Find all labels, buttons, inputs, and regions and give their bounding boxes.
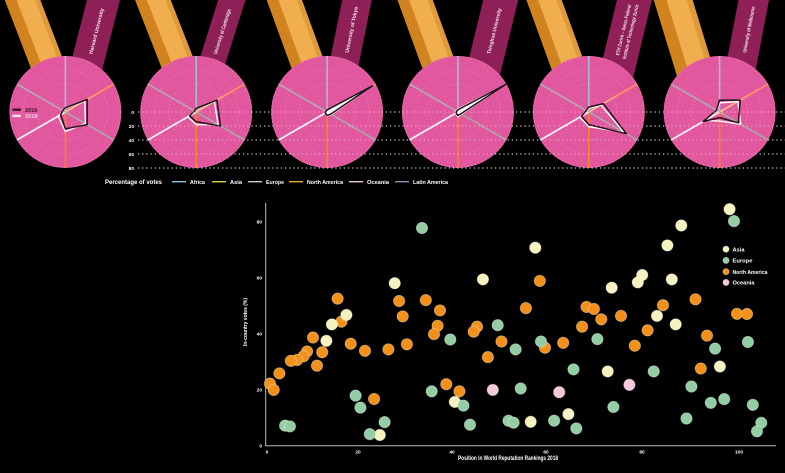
svg-text:North America: North America xyxy=(307,180,344,186)
svg-text:Africa: Africa xyxy=(190,180,206,186)
svg-text:40: 40 xyxy=(257,332,263,338)
svg-text:80: 80 xyxy=(129,166,135,172)
svg-text:20: 20 xyxy=(355,449,361,455)
svg-text:Asia: Asia xyxy=(733,247,746,253)
svg-text:Asia: Asia xyxy=(230,180,243,186)
svg-text:Europe: Europe xyxy=(733,259,753,265)
svg-text:0: 0 xyxy=(131,110,134,116)
svg-text:60: 60 xyxy=(543,449,549,455)
svg-text:Oceania: Oceania xyxy=(733,281,756,287)
svg-text:60: 60 xyxy=(257,276,263,282)
svg-text:20: 20 xyxy=(257,387,263,393)
svg-text:20: 20 xyxy=(129,124,135,130)
svg-text:60: 60 xyxy=(129,152,135,158)
svg-text:Percentage of votes: Percentage of votes xyxy=(105,180,163,186)
svg-text:Europe: Europe xyxy=(266,180,284,186)
svg-text:0: 0 xyxy=(266,449,269,455)
svg-text:0: 0 xyxy=(259,443,262,449)
svg-text:2016: 2016 xyxy=(25,108,38,114)
svg-text:40: 40 xyxy=(449,449,455,455)
svg-text:Oceania: Oceania xyxy=(367,180,390,186)
svg-text:North America: North America xyxy=(733,270,769,276)
svg-text:40: 40 xyxy=(129,138,135,144)
svg-text:Position in World Reputation R: Position in World Reputation Rankings 20… xyxy=(458,456,559,462)
svg-text:In-country votes (%): In-country votes (%) xyxy=(243,298,249,346)
svg-text:80: 80 xyxy=(257,220,263,226)
svg-text:Latin America: Latin America xyxy=(413,180,449,186)
svg-text:2018: 2018 xyxy=(25,114,38,120)
svg-text:100: 100 xyxy=(735,449,743,455)
svg-text:80: 80 xyxy=(639,449,645,455)
